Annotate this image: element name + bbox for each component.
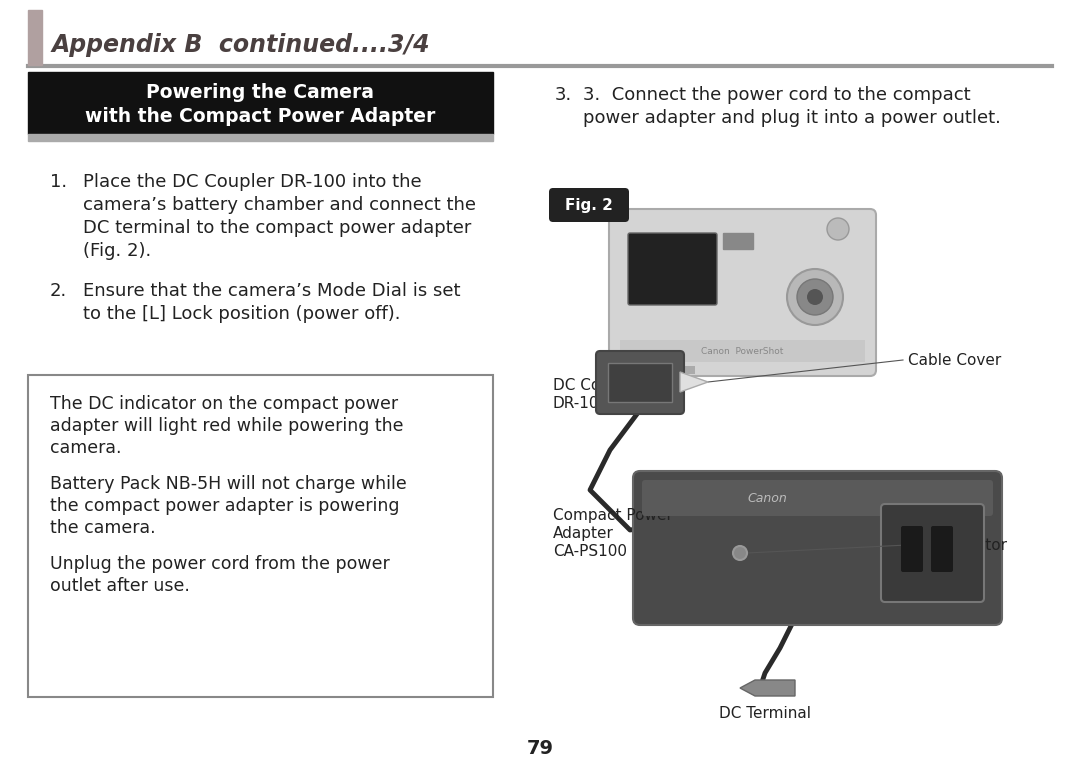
- Text: DC Coupler: DC Coupler: [553, 378, 639, 393]
- Text: 3.: 3.: [555, 86, 572, 104]
- Polygon shape: [680, 372, 708, 392]
- Bar: [28, 375, 492, 697]
- Text: Canon: Canon: [747, 491, 787, 504]
- Bar: [645, 366, 696, 374]
- Text: Fig. 2: Fig. 2: [565, 197, 613, 213]
- Text: Cable Cover: Cable Cover: [908, 353, 1001, 367]
- FancyBboxPatch shape: [633, 471, 1002, 625]
- Text: DC Indicator: DC Indicator: [912, 538, 1007, 552]
- FancyBboxPatch shape: [549, 188, 629, 222]
- Text: DC Terminal: DC Terminal: [719, 706, 811, 721]
- Text: Powering the Camera: Powering the Camera: [147, 83, 375, 102]
- Text: camera’s battery chamber and connect the: camera’s battery chamber and connect the: [83, 196, 476, 214]
- FancyBboxPatch shape: [609, 209, 876, 376]
- Circle shape: [827, 218, 849, 240]
- FancyBboxPatch shape: [642, 480, 993, 516]
- Text: Ensure that the camera’s Mode Dial is set: Ensure that the camera’s Mode Dial is se…: [83, 282, 460, 300]
- Polygon shape: [740, 680, 795, 696]
- Bar: [620, 340, 865, 362]
- Text: adapter will light red while powering the: adapter will light red while powering th…: [50, 417, 404, 435]
- Bar: [28, 72, 492, 134]
- Circle shape: [733, 546, 747, 560]
- Text: 1.: 1.: [50, 173, 67, 191]
- Text: camera.: camera.: [50, 439, 121, 457]
- Text: Place the DC Coupler DR-100 into the: Place the DC Coupler DR-100 into the: [83, 173, 421, 191]
- FancyBboxPatch shape: [596, 351, 684, 414]
- Text: the compact power adapter is powering: the compact power adapter is powering: [50, 497, 400, 515]
- Text: 2.: 2.: [50, 282, 67, 300]
- Text: Appendix B  continued....3/4: Appendix B continued....3/4: [52, 33, 431, 57]
- Text: with the Compact Power Adapter: with the Compact Power Adapter: [85, 106, 435, 125]
- Text: Canon  PowerShot: Canon PowerShot: [701, 347, 783, 356]
- FancyBboxPatch shape: [931, 526, 953, 572]
- Circle shape: [787, 269, 843, 325]
- Text: (Fig. 2).: (Fig. 2).: [83, 242, 151, 260]
- FancyBboxPatch shape: [627, 233, 717, 305]
- Circle shape: [797, 279, 833, 315]
- Text: the camera.: the camera.: [50, 519, 156, 537]
- Text: CA-PS100: CA-PS100: [553, 544, 627, 559]
- Bar: [608, 363, 672, 402]
- FancyBboxPatch shape: [901, 526, 923, 572]
- Bar: [28, 134, 492, 141]
- Text: to the [L] Lock position (power off).: to the [L] Lock position (power off).: [83, 305, 401, 323]
- Bar: [723, 233, 753, 249]
- Text: Compact Power: Compact Power: [553, 508, 673, 523]
- Text: outlet after use.: outlet after use.: [50, 577, 190, 595]
- Bar: [28, 10, 42, 65]
- Text: power adapter and plug it into a power outlet.: power adapter and plug it into a power o…: [583, 109, 1001, 127]
- Text: DR-100: DR-100: [553, 396, 609, 411]
- Text: Battery Pack NB-5H will not charge while: Battery Pack NB-5H will not charge while: [50, 475, 407, 493]
- FancyBboxPatch shape: [881, 504, 984, 602]
- Text: The DC indicator on the compact power: The DC indicator on the compact power: [50, 395, 399, 413]
- Text: DC terminal to the compact power adapter: DC terminal to the compact power adapter: [83, 219, 471, 237]
- Text: 79: 79: [527, 738, 554, 757]
- Circle shape: [807, 289, 823, 305]
- Text: 3.  Connect the power cord to the compact: 3. Connect the power cord to the compact: [583, 86, 971, 104]
- Text: Adapter: Adapter: [553, 526, 613, 541]
- Text: Unplug the power cord from the power: Unplug the power cord from the power: [50, 555, 390, 573]
